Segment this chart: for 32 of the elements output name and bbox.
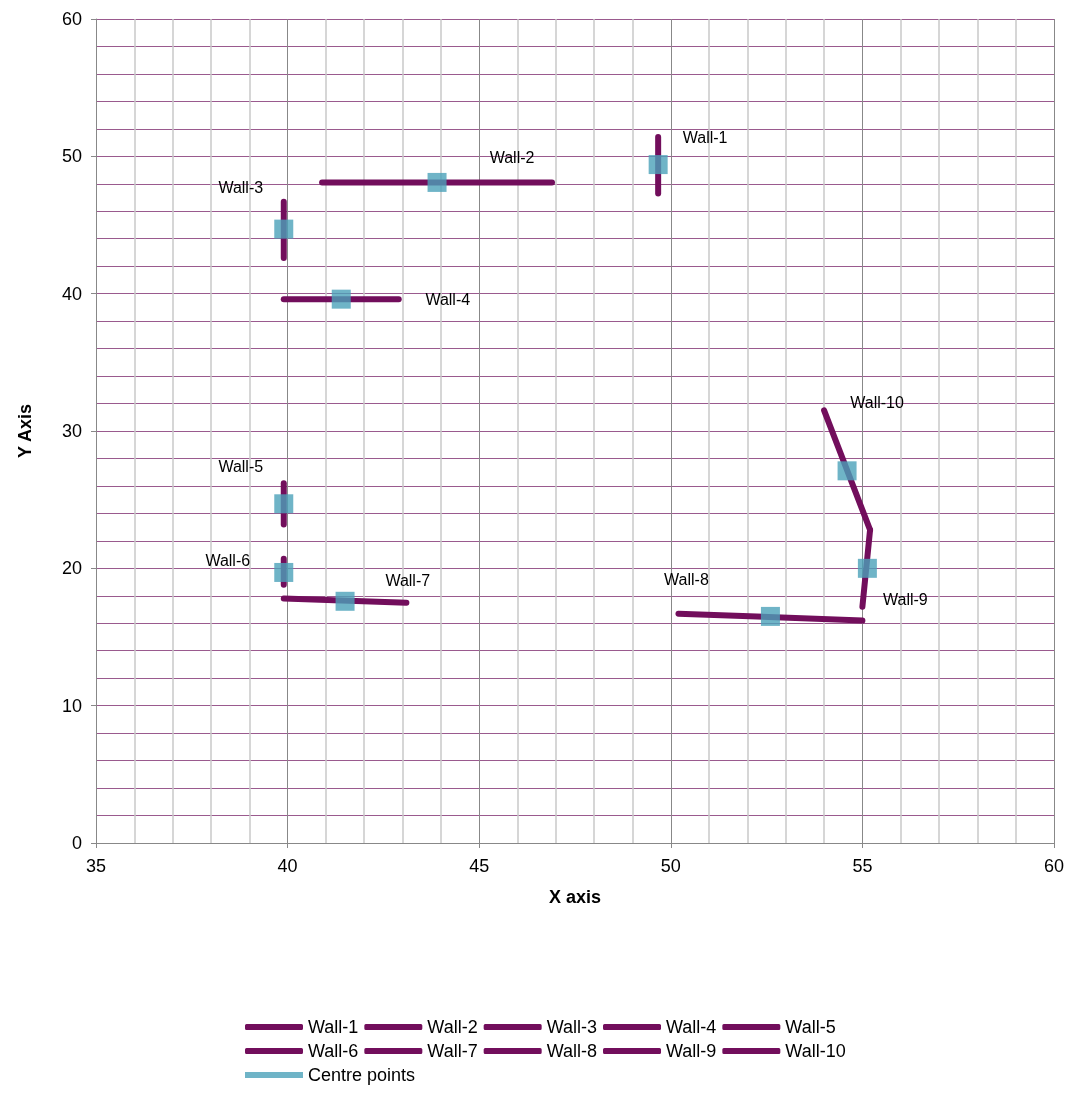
x-tick-label: 35	[85, 856, 107, 876]
text: Wall-6	[205, 552, 251, 570]
y-tick-label: 20	[61, 558, 82, 579]
x-tick-label: 60	[1043, 856, 1065, 876]
legend-label: Wall-5	[785, 1017, 836, 1037]
y-tick-label: 60	[61, 9, 82, 29]
x-tick-label: 45	[469, 856, 490, 876]
legend-label: Wall-10	[785, 1041, 846, 1061]
legend-label: Wall-8	[546, 1041, 598, 1061]
x-axis-title: X axis	[548, 887, 602, 907]
y-tick-label: 50	[61, 146, 82, 167]
y-tick-label: 10	[61, 695, 82, 716]
legend-label: Wall-4	[666, 1017, 717, 1037]
text: Wall-8	[664, 571, 709, 589]
x-tick-label: 55	[852, 856, 873, 876]
text: Wall-7	[385, 572, 431, 590]
x-tick-label: 50	[660, 856, 681, 876]
legend-label: Centre points	[308, 1065, 416, 1085]
legend-label: Wall-3	[546, 1017, 598, 1037]
text: Wall-5	[218, 457, 264, 475]
y-tick-label: 40	[61, 283, 82, 304]
legend-label: Wall-1	[308, 1017, 359, 1037]
legend-label: Wall-6	[308, 1041, 359, 1061]
text: Wall-4	[425, 290, 471, 308]
x-tick-label: 40	[277, 856, 298, 876]
y-tick-label: 30	[61, 421, 82, 441]
legend-label: Wall-9	[666, 1041, 717, 1061]
y-axis-title: Y Axis	[15, 403, 35, 459]
legend-label: Wall-2	[427, 1017, 478, 1037]
text: Wall-1	[682, 128, 728, 146]
legend-label: Wall-7	[427, 1041, 478, 1061]
y-tick-label: 0	[71, 833, 82, 853]
